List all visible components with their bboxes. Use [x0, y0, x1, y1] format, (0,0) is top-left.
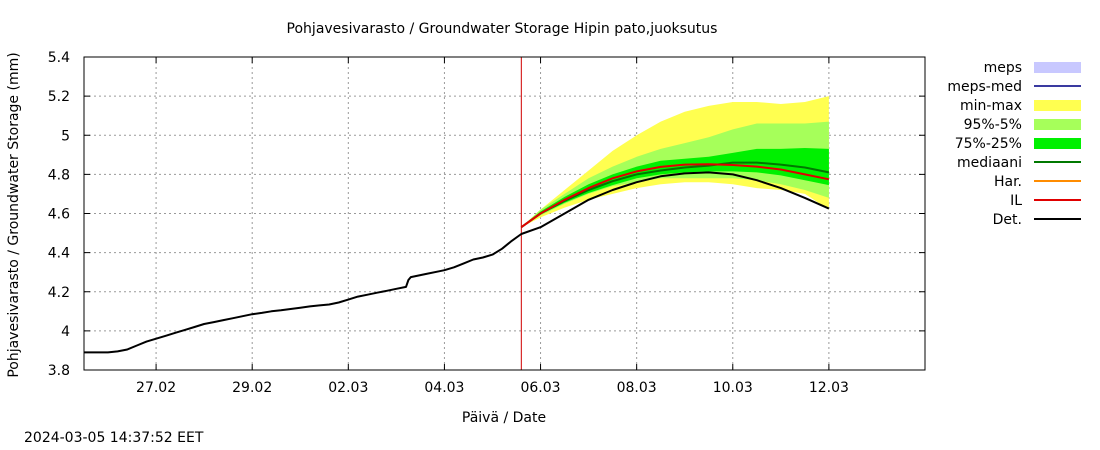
x-axis-label: Päivä / Date — [462, 410, 546, 426]
y-axis-label: Pohjavesivarasto / Groundwater Storage (… — [6, 52, 22, 377]
y-axis: 3.8 4 4.2 4.4 4.6 4.8 5 5.2 5.4 — [48, 50, 925, 379]
x-tick-label: 12.03 — [809, 380, 849, 396]
legend-swatch — [1034, 119, 1081, 130]
legend: meps meps-med min-max 95%-5% 75%-25% mediaani… — [947, 60, 1081, 228]
bands — [521, 96, 829, 228]
legend-label: meps — [984, 60, 1022, 76]
legend-label: Har. — [994, 174, 1022, 190]
legend-label: IL — [1010, 193, 1022, 209]
chart-title: Pohjavesivarasto / Groundwater Storage H… — [287, 21, 718, 37]
x-tick-label: 08.03 — [617, 380, 657, 396]
y-tick-label: 4.2 — [48, 285, 70, 301]
x-axis: 27.02 29.02 02.03 04.03 06.03 08.03 10.03 12.03 — [136, 57, 849, 396]
series-lines — [84, 161, 830, 354]
legend-label: meps-med — [947, 79, 1022, 95]
y-tick-label: 4 — [61, 324, 70, 340]
legend-swatch — [1034, 100, 1081, 111]
grid — [84, 57, 925, 370]
x-tick-label: 02.03 — [328, 380, 368, 396]
y-tick-label: 4.4 — [48, 246, 70, 262]
series-line-il — [520, 163, 830, 229]
legend-label: mediaani — [957, 155, 1022, 171]
legend-swatch — [1034, 138, 1081, 149]
x-tick-label: 04.03 — [424, 380, 464, 396]
y-tick-label: 4.8 — [48, 167, 70, 183]
band-75-25- — [521, 148, 829, 228]
x-tick-label: 10.03 — [713, 380, 753, 396]
legend-label: 75%-25% — [955, 136, 1022, 152]
y-tick-label: 5 — [61, 128, 70, 144]
timestamp: 2024-03-05 14:37:52 EET — [24, 430, 204, 446]
legend-swatch — [1034, 62, 1081, 73]
series-line-mediaani — [520, 161, 830, 229]
legend-label: Det. — [993, 212, 1022, 228]
legend-label: 95%-5% — [964, 117, 1022, 133]
y-tick-label: 5.4 — [48, 50, 70, 66]
x-tick-label: 27.02 — [136, 380, 176, 396]
legend-label: min-max — [960, 98, 1022, 114]
y-tick-label: 3.8 — [48, 363, 70, 379]
y-tick-label: 4.6 — [48, 207, 70, 223]
y-tick-label: 5.2 — [48, 89, 70, 105]
x-tick-label: 06.03 — [520, 380, 560, 396]
x-tick-label: 29.02 — [232, 380, 272, 396]
series-line-det — [84, 171, 830, 354]
